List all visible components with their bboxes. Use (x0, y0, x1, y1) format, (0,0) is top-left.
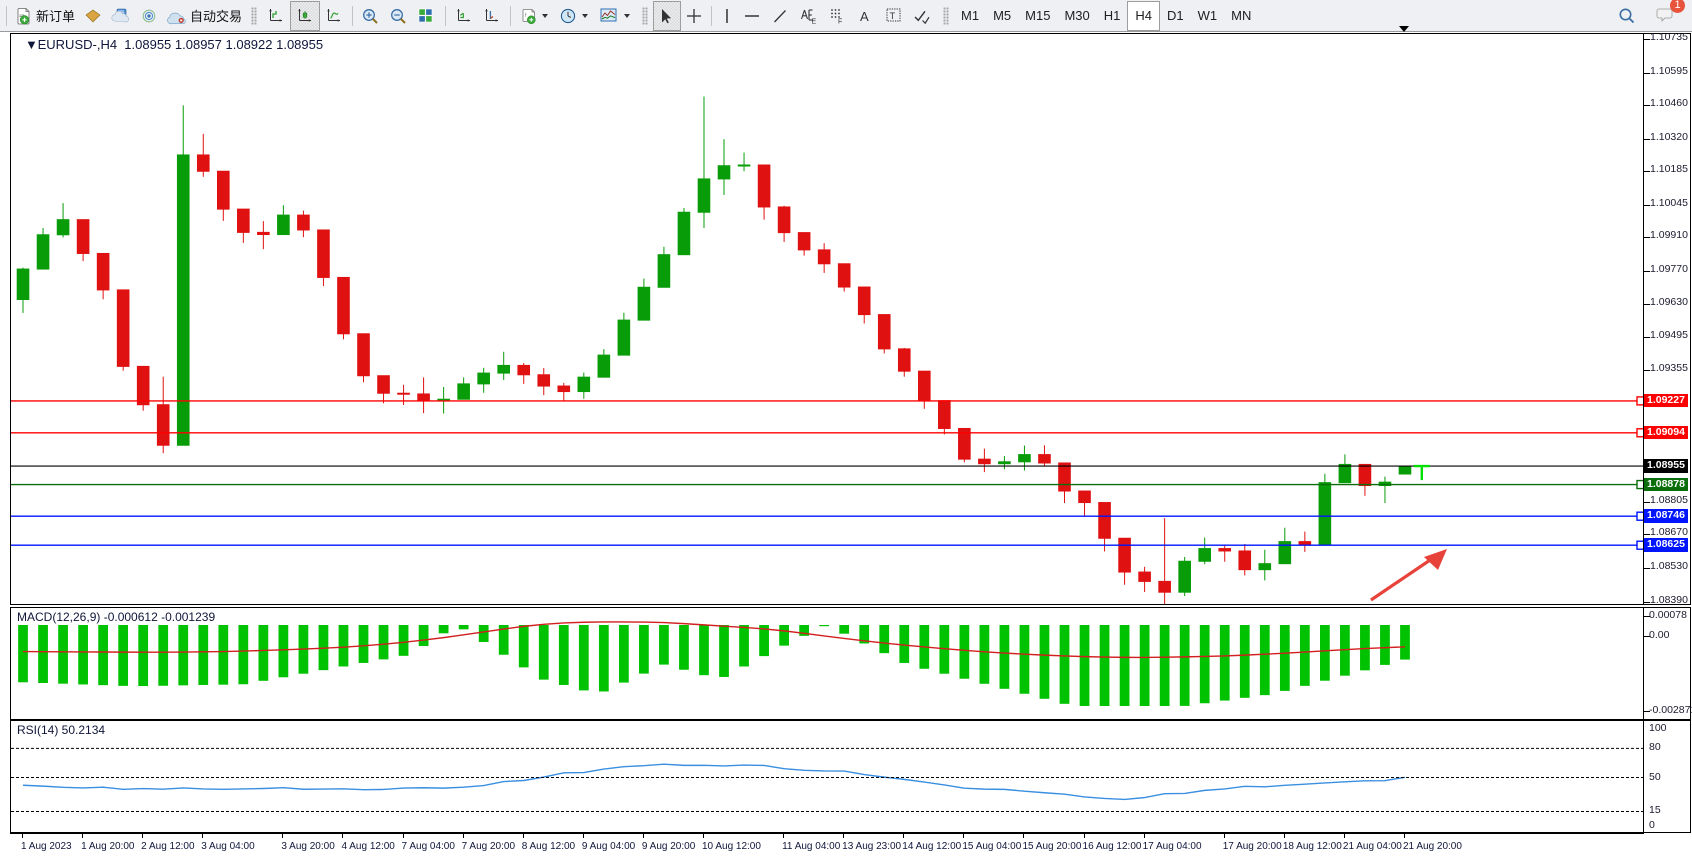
svg-text:A: A (860, 9, 869, 24)
svg-text:f: f (525, 11, 527, 18)
svg-text:T: T (890, 10, 896, 20)
svg-text:F: F (838, 18, 842, 24)
svg-text:E: E (812, 18, 817, 24)
